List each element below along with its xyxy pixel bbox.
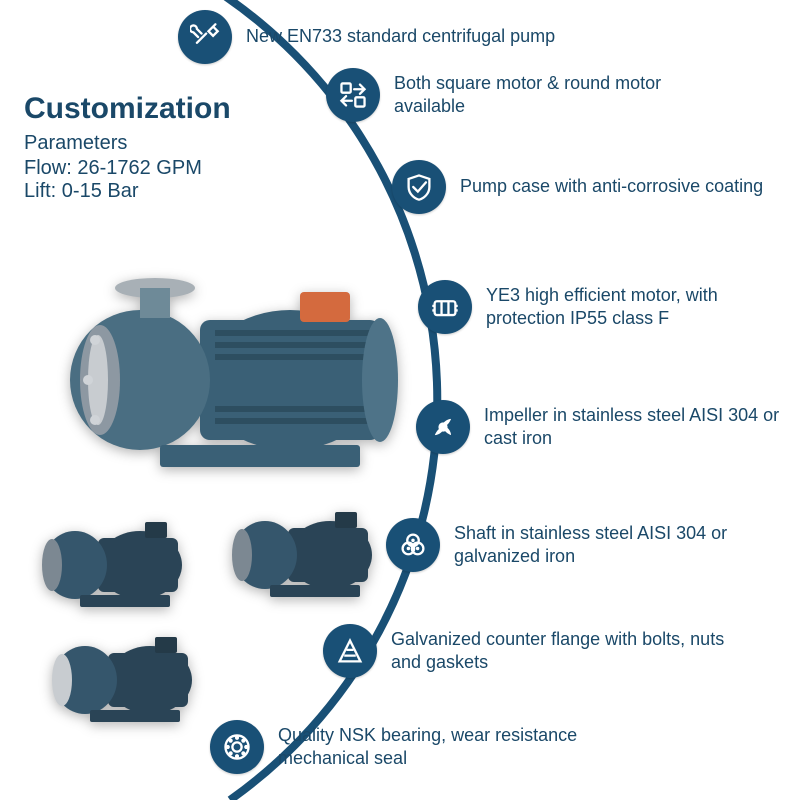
feature-text-4: Impeller in stainless steel AISI 304 or … [484, 404, 800, 451]
feature-item-2: Pump case with anti-corrosive coating [392, 160, 763, 214]
impeller-icon [416, 400, 470, 454]
shield-icon [392, 160, 446, 214]
feature-text-2: Pump case with anti-corrosive coating [460, 175, 763, 198]
feature-text-0: New EN733 standard centrifugal pump [246, 25, 555, 48]
feature-item-3: YE3 high efficient motor, with protectio… [418, 280, 800, 334]
feature-item-0: New EN733 standard centrifugal pump [178, 10, 555, 64]
page-title: Customization [24, 92, 231, 126]
shaft-icon [386, 518, 440, 572]
pump-thumb-1 [30, 510, 190, 610]
title-block: Customization Parameters Flow: 26-1762 G… [24, 92, 231, 203]
feature-text-1: Both square motor & round motor availabl… [394, 72, 734, 119]
feature-text-7: Quality NSK bearing, wear resistance mec… [278, 724, 618, 771]
feature-item-6: Galvanized counter flange with bolts, nu… [323, 624, 731, 678]
bearing-icon [210, 720, 264, 774]
feature-item-4: Impeller in stainless steel AISI 304 or … [416, 400, 800, 454]
swap-icon [326, 68, 380, 122]
parameters-label: Parameters [24, 132, 231, 155]
pump-main-image [40, 260, 400, 480]
pump-thumb-3 [40, 625, 200, 725]
motor-icon [418, 280, 472, 334]
feature-text-5: Shaft in stainless steel AISI 304 or gal… [454, 522, 794, 569]
feature-item-7: Quality NSK bearing, wear resistance mec… [210, 720, 618, 774]
flange-icon [323, 624, 377, 678]
feature-item-1: Both square motor & round motor availabl… [326, 68, 734, 122]
parameter-flow: Flow: 26-1762 GPM [24, 157, 231, 180]
parameter-lift: Lift: 0-15 Bar [24, 180, 231, 203]
feature-text-3: YE3 high efficient motor, with protectio… [486, 284, 800, 331]
tools-icon [178, 10, 232, 64]
pump-thumb-2 [220, 500, 380, 600]
feature-item-5: Shaft in stainless steel AISI 304 or gal… [386, 518, 794, 572]
feature-text-6: Galvanized counter flange with bolts, nu… [391, 628, 731, 675]
